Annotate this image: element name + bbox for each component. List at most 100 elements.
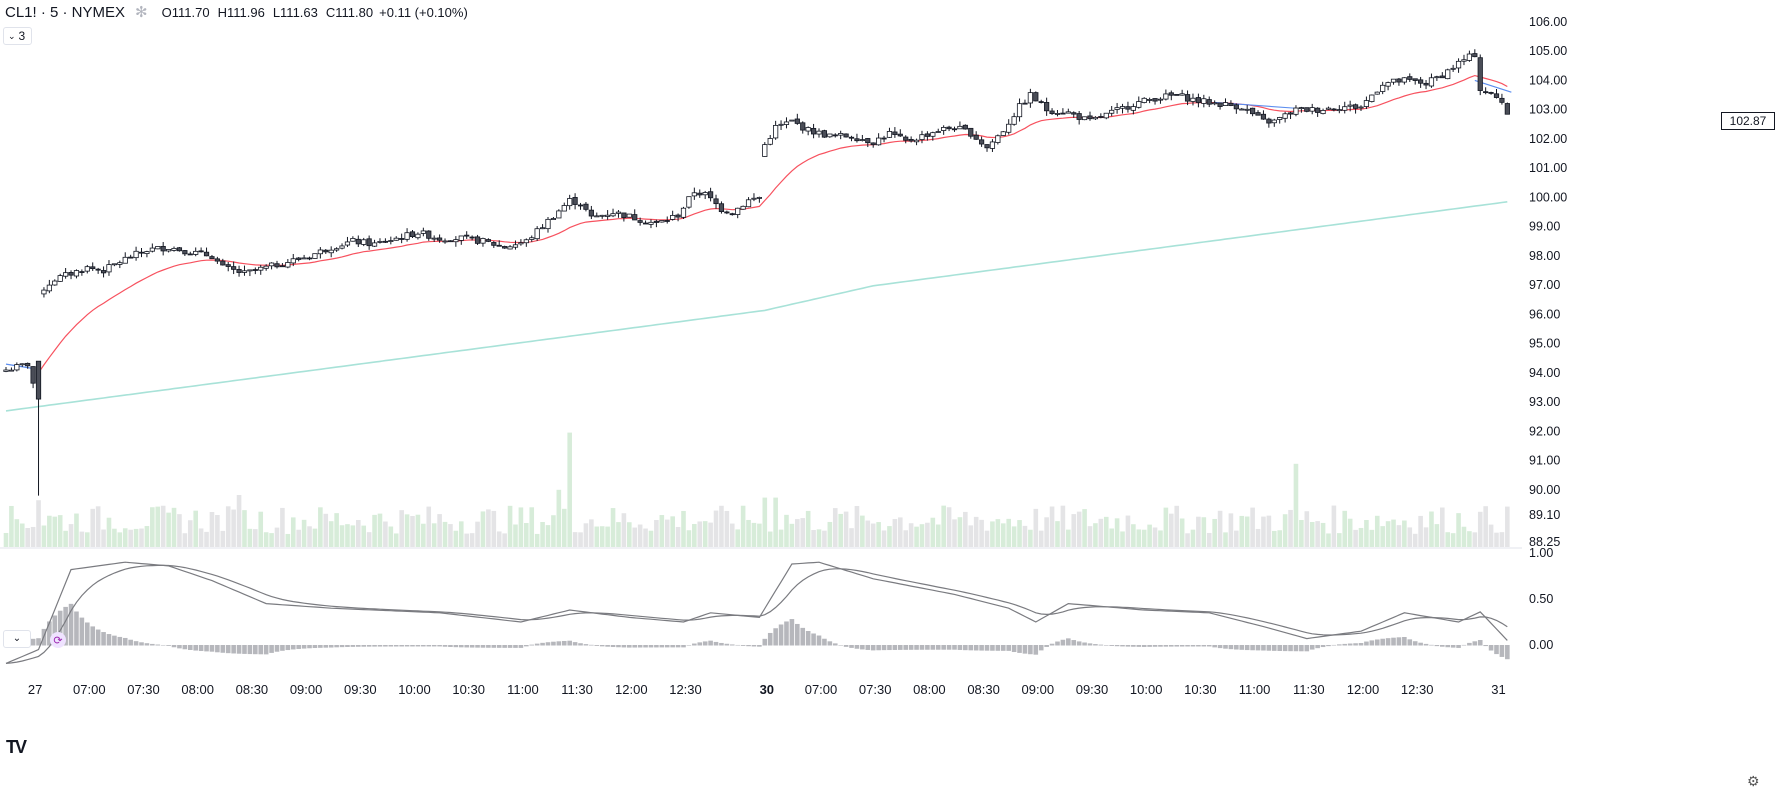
volume-bar [301,519,307,547]
volume-bar [442,521,448,547]
macd-histogram-bar [274,645,280,652]
candle-body [1152,98,1158,102]
candle-body [323,249,329,253]
volume-bar [789,523,795,547]
candle-body [1038,101,1044,103]
macd-histogram-bar [155,644,161,646]
candle-body [1157,98,1164,101]
candle-body [496,244,502,247]
candle-body [79,271,85,273]
tradingview-logo-icon[interactable]: TV [6,737,27,757]
volume-bar [1141,529,1147,547]
macd-histogram-bar [1239,645,1245,650]
candle-body [1179,93,1185,96]
time-axis-tick-label: 12:30 [669,682,702,697]
volume-bar [1477,511,1483,547]
candle-body [1250,107,1256,115]
macd-histogram-bar [729,644,735,646]
candle-body [268,262,275,267]
candle-body [1358,106,1364,109]
volume-bar [1185,533,1190,547]
volume-bar [1391,519,1396,547]
volume-bar [399,510,404,547]
macd-histogram-bar [263,645,269,655]
candle-body [155,246,161,250]
macd-histogram-bar [133,641,139,646]
price-axis-tick-label: 100.00 [1529,190,1567,204]
volume-bar [1239,515,1245,547]
volume-bar [751,522,757,547]
candle-body [1390,78,1397,83]
candle-body [1233,104,1239,110]
candle-body [1119,106,1126,109]
macd-histogram-bar [453,645,459,648]
macd-histogram-bar [1147,645,1152,647]
macd-histogram-bar [1304,645,1310,652]
candle-body [426,230,432,239]
macd-histogram-bar [572,642,578,646]
volume-bar [128,529,133,547]
candle-body [1488,92,1494,94]
macd-histogram-bar [1494,645,1499,655]
candle-body [556,210,562,219]
candle-body [903,136,909,141]
time-axis-tick-label: 10:00 [398,682,431,697]
volume-bar [822,530,827,547]
volume-bar [843,511,849,547]
symbol-title[interactable]: CL1! · 5 · NYMEX [5,3,126,21]
macd-histogram-bar [513,645,518,648]
macd-histogram-bar [876,645,881,651]
macd-histogram-bar [616,645,621,648]
volume-bar [187,520,193,547]
volume-bar [101,529,106,547]
last-price-label: 102.87 [1721,112,1775,130]
macd-histogram-bar [1011,645,1017,653]
volume-bar [334,513,339,547]
candle-body [767,138,773,145]
candle-body [919,134,925,140]
macd-histogram-bar [1423,643,1429,646]
macd-histogram-bar [1228,645,1234,650]
volume-bar [1369,529,1375,547]
macd-histogram-bar [1212,645,1217,648]
candle-body [1081,116,1088,121]
volume-bar [1228,513,1234,547]
macd-histogram-bar [117,636,123,646]
indicators-toggle-button[interactable]: ⌄ 3 [3,27,32,45]
volume-bar [778,529,784,547]
candle-body [458,235,464,241]
candle-body [144,251,150,254]
macd-histogram-bar [475,645,480,648]
volume-bar [968,525,974,547]
macd-histogram-bar [1396,637,1402,646]
macd-histogram-bar [1049,643,1055,646]
refresh-icon[interactable]: ⟳ [50,632,66,648]
macd-histogram-bar [1234,645,1239,650]
volume-bar [876,522,881,547]
gear-icon[interactable]: ⚙ [1747,773,1760,789]
candle-body [561,205,567,212]
macd-histogram-bar [1418,642,1423,646]
volume-bar [90,508,96,547]
candle-body [1309,107,1315,112]
volume-bar [1374,515,1380,547]
macd-pane-toggle-button[interactable]: ⌄ [3,630,31,648]
volume-bar [307,526,312,547]
time-axis-tick-label: 09:30 [1076,682,1109,697]
volume-bar [1353,529,1358,547]
volume-bar [247,528,253,547]
candle-body [415,233,421,239]
candle-body [1255,112,1261,116]
volume-bar [63,530,68,547]
candle-body [1407,76,1413,80]
macd-histogram-bar [307,645,312,649]
macd-histogram-bar [1467,642,1472,646]
macd-histogram-bar [1109,645,1114,646]
macd-histogram-bar [1299,645,1304,652]
candle-body [1092,116,1099,120]
candle-body [718,203,725,213]
volume-bar [361,525,367,547]
candle-body [859,139,865,141]
candle-body [25,362,31,367]
